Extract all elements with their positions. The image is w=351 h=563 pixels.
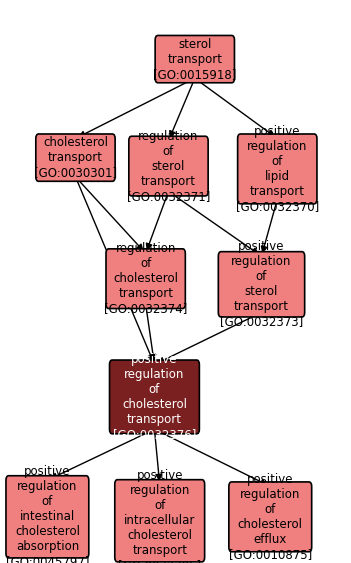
Text: positive
regulation
of
sterol
transport
[GO:0032373]: positive regulation of sterol transport …	[220, 240, 303, 328]
FancyBboxPatch shape	[218, 252, 305, 317]
Text: positive
regulation
of
cholesterol
efflux
[GO:0010875]: positive regulation of cholesterol efflu…	[229, 473, 312, 561]
FancyBboxPatch shape	[115, 480, 205, 562]
Text: regulation
of
sterol
transport
[GO:0032371]: regulation of sterol transport [GO:00323…	[127, 129, 210, 203]
FancyBboxPatch shape	[106, 249, 185, 309]
FancyBboxPatch shape	[155, 35, 234, 83]
FancyBboxPatch shape	[129, 136, 208, 196]
Text: positive
regulation
of
intracellular
cholesterol
transport
[GO:0032385]: positive regulation of intracellular cho…	[118, 470, 201, 563]
Text: positive
regulation
of
intestinal
cholesterol
absorption
[GO:0045797]: positive regulation of intestinal choles…	[6, 466, 89, 563]
FancyBboxPatch shape	[110, 360, 199, 434]
FancyBboxPatch shape	[238, 134, 317, 204]
Text: cholesterol
transport
[GO:0030301]: cholesterol transport [GO:0030301]	[34, 136, 117, 179]
FancyBboxPatch shape	[36, 134, 115, 181]
Text: regulation
of
cholesterol
transport
[GO:0032374]: regulation of cholesterol transport [GO:…	[104, 242, 187, 315]
FancyBboxPatch shape	[6, 476, 89, 558]
Text: positive
regulation
of
cholesterol
transport
[GO:0032376]: positive regulation of cholesterol trans…	[113, 353, 196, 441]
Text: sterol
transport
[GO:0015918]: sterol transport [GO:0015918]	[153, 38, 237, 81]
FancyBboxPatch shape	[229, 482, 312, 552]
Text: positive
regulation
of
lipid
transport
[GO:0032370]: positive regulation of lipid transport […	[236, 125, 319, 213]
